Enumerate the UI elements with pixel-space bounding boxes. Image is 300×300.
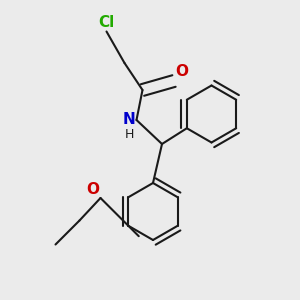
Text: Cl: Cl: [98, 15, 115, 30]
Text: O: O: [86, 182, 99, 196]
Text: O: O: [176, 64, 188, 80]
Text: N: N: [122, 112, 135, 127]
Text: H: H: [124, 128, 134, 140]
